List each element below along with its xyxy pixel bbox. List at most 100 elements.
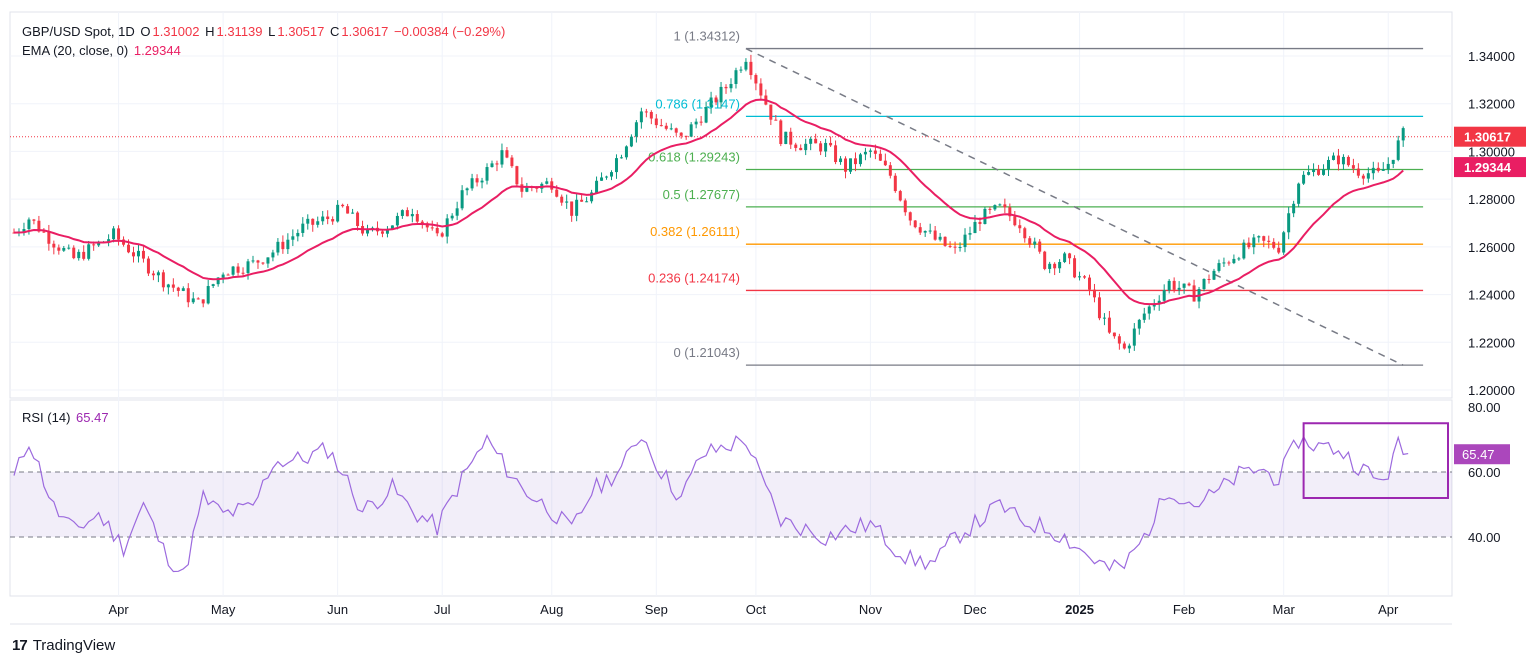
candle xyxy=(1117,336,1121,344)
candle xyxy=(276,241,280,253)
candle xyxy=(1366,173,1370,179)
candle xyxy=(610,172,613,177)
candle xyxy=(1048,263,1052,269)
candle xyxy=(256,260,260,263)
candle xyxy=(853,158,857,165)
candle xyxy=(206,286,210,304)
candle xyxy=(1361,175,1365,179)
price-badge-label: 1.30617 xyxy=(1464,130,1511,145)
candle xyxy=(151,273,155,276)
candle xyxy=(266,257,270,264)
candle xyxy=(400,210,404,216)
candle xyxy=(794,144,798,148)
candle xyxy=(754,75,758,84)
candle xyxy=(674,128,678,133)
time-tick-label: Apr xyxy=(1378,602,1399,617)
candle xyxy=(37,220,41,232)
candle xyxy=(1043,251,1047,269)
candle xyxy=(878,153,882,161)
candle xyxy=(863,151,867,155)
candle xyxy=(1172,280,1176,290)
time-tick-label: Aug xyxy=(540,602,563,617)
candle xyxy=(236,266,240,273)
candle xyxy=(1217,263,1221,271)
candle xyxy=(1336,155,1340,165)
candle xyxy=(1237,258,1241,260)
candle xyxy=(699,121,703,123)
candle xyxy=(993,205,997,210)
candle xyxy=(1302,174,1306,184)
candle xyxy=(1252,237,1256,248)
candle xyxy=(1257,236,1261,238)
candle xyxy=(1102,317,1106,319)
candle xyxy=(933,230,937,240)
candle xyxy=(1142,313,1146,320)
candle xyxy=(1396,140,1400,160)
candle xyxy=(221,274,225,278)
candle xyxy=(814,138,818,144)
candle xyxy=(251,260,255,262)
candle xyxy=(326,216,330,220)
candle xyxy=(634,122,638,137)
candle xyxy=(575,199,579,216)
rsi-band xyxy=(10,472,1452,537)
rsi-tick-label: 60.00 xyxy=(1468,465,1501,480)
candle xyxy=(779,120,783,145)
candle xyxy=(261,262,265,264)
candle xyxy=(903,200,907,213)
candle xyxy=(649,111,653,119)
candle xyxy=(450,215,454,219)
candle xyxy=(1038,241,1042,252)
candle xyxy=(22,229,26,232)
fib-level-label: 0.236 (1.24174) xyxy=(648,270,740,285)
tradingview-icon: 17 xyxy=(12,637,28,654)
candle xyxy=(709,97,713,108)
candle xyxy=(639,111,643,123)
price-tick-label: 1.28000 xyxy=(1468,192,1515,207)
time-tick-label: Sep xyxy=(645,602,668,617)
candle xyxy=(729,83,733,89)
candle xyxy=(819,143,823,152)
candle xyxy=(87,244,91,259)
candle xyxy=(425,223,429,228)
candle xyxy=(480,180,484,183)
fib-level-label: 0.382 (1.26111) xyxy=(650,224,740,239)
candle xyxy=(943,236,947,246)
candle xyxy=(301,223,305,233)
candle xyxy=(1262,236,1266,241)
candle xyxy=(12,232,16,234)
candle xyxy=(495,163,499,165)
candle xyxy=(201,299,205,304)
candle xyxy=(171,284,175,288)
tradingview-logo[interactable]: 17 TradingView xyxy=(12,637,115,654)
candle xyxy=(669,128,673,130)
price-tick-label: 1.32000 xyxy=(1468,97,1515,112)
candle xyxy=(216,277,220,285)
candle xyxy=(72,247,76,259)
candle xyxy=(1013,216,1017,226)
candle xyxy=(211,284,215,287)
candle xyxy=(146,258,150,274)
candle xyxy=(1312,169,1316,173)
candle xyxy=(231,266,235,275)
trendline xyxy=(745,47,1404,366)
candle xyxy=(460,190,464,209)
price-tick-label: 1.22000 xyxy=(1468,335,1515,350)
candle xyxy=(1063,253,1067,263)
candle xyxy=(1068,253,1072,259)
candle xyxy=(1182,283,1186,288)
ema-legend: EMA (20, close, 0) 1.29344 xyxy=(22,43,183,58)
rsi-tick-label: 80.00 xyxy=(1468,400,1501,415)
candle xyxy=(585,201,589,203)
candle xyxy=(1282,232,1286,253)
candle xyxy=(390,225,394,229)
low-value: 1.30517 xyxy=(277,24,325,39)
candle xyxy=(356,212,360,227)
time-tick-label: Feb xyxy=(1173,602,1195,617)
candle xyxy=(958,247,962,249)
candle xyxy=(759,83,763,96)
candle xyxy=(281,241,285,250)
candle xyxy=(341,204,345,207)
candle xyxy=(1157,300,1161,305)
candle xyxy=(619,157,623,159)
